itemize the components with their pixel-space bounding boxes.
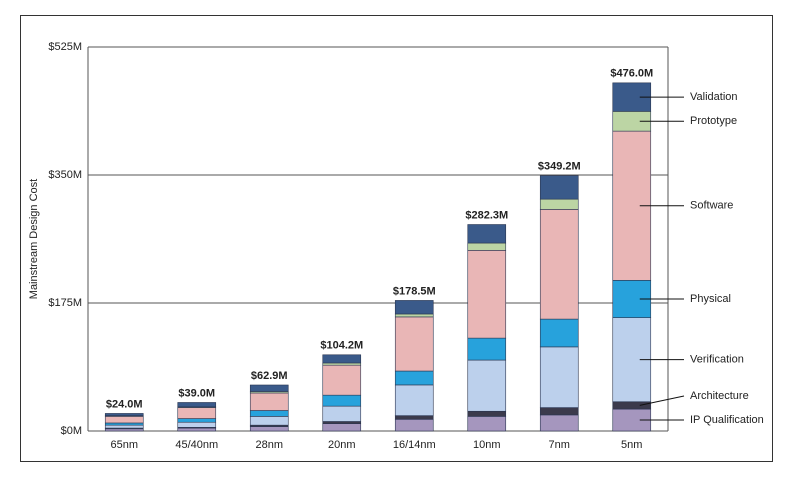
bar-segment <box>394 313 434 318</box>
total-label: $62.9M <box>251 370 288 382</box>
bar-segment <box>394 316 434 372</box>
bar-segment <box>539 198 579 210</box>
bar-segment <box>394 415 434 420</box>
bar-segment <box>467 359 507 412</box>
bar-segment <box>394 384 434 416</box>
bar-segment <box>322 364 362 396</box>
total-label: $39.0M <box>178 387 215 399</box>
total-label: $282.3M <box>465 209 508 221</box>
bar-segment <box>539 318 579 348</box>
y-tick-label: $0M <box>61 425 82 437</box>
bar-segment <box>322 394 362 407</box>
total-label: $24.0M <box>106 398 143 410</box>
bar-segment <box>104 416 144 424</box>
bar-segment <box>612 401 652 410</box>
bar-segment <box>104 422 144 426</box>
bar-segment <box>322 421 362 424</box>
legend-label: Architecture <box>690 390 749 402</box>
bar-segment <box>467 410 507 417</box>
x-tick-label: 7nm <box>549 439 570 451</box>
total-label: $104.2M <box>320 340 363 352</box>
x-tick-label: 5nm <box>621 439 642 451</box>
legend-label: Physical <box>690 293 731 305</box>
total-label: $178.5M <box>393 285 436 297</box>
bar-segment <box>177 418 217 423</box>
bar-segment <box>539 346 579 408</box>
frame <box>20 15 773 462</box>
bar-segment <box>249 410 289 417</box>
bar-segment <box>467 242 507 251</box>
bar-segment <box>467 224 507 244</box>
legend-label: Prototype <box>690 115 737 127</box>
bar-segment <box>322 362 362 366</box>
bar-segment <box>539 414 579 432</box>
bar-segment <box>177 421 217 428</box>
bar-segment <box>467 250 507 339</box>
x-tick-label: 10nm <box>473 439 501 451</box>
legend-label: Software <box>690 200 733 212</box>
bar-segment <box>322 405 362 422</box>
legend-label: Verification <box>690 354 744 366</box>
y-tick-label: $350M <box>48 169 82 181</box>
bar-segment <box>539 175 579 200</box>
x-tick-label: 45/40nm <box>175 439 218 451</box>
bar-segment <box>177 427 217 432</box>
bar-segment <box>467 337 507 361</box>
y-tick-label: $525M <box>48 41 82 53</box>
bar-segment <box>249 416 289 426</box>
bar-segment <box>249 426 289 432</box>
legend-label: Validation <box>690 91 738 103</box>
bar-segment <box>104 428 144 432</box>
bar-segment <box>177 402 217 408</box>
bar-segment <box>322 423 362 432</box>
bar-segment <box>539 209 579 320</box>
bar-segment <box>394 300 434 315</box>
bar-segment <box>249 384 289 392</box>
bar-segment <box>394 418 434 432</box>
bar-segment <box>249 392 289 411</box>
bar-segment <box>467 416 507 432</box>
bar-segment <box>104 413 144 416</box>
legend-leader <box>639 395 685 406</box>
y-tick-label: $175M <box>48 297 82 309</box>
bar-segment <box>104 424 144 429</box>
bar-segment <box>394 370 434 386</box>
x-tick-label: 65nm <box>110 439 138 451</box>
total-label: $349.2M <box>538 160 581 172</box>
bar-segment <box>322 354 362 364</box>
y-axis-label: Mainstream Design Cost <box>28 179 40 299</box>
x-tick-label: 16/14nm <box>393 439 436 451</box>
legend-label: IP Qualification <box>690 414 764 426</box>
x-tick-label: 20nm <box>328 439 356 451</box>
bar-segment <box>539 407 579 416</box>
total-label: $476.0M <box>610 68 653 80</box>
bar-segment <box>177 407 217 419</box>
x-tick-label: 28nm <box>255 439 283 451</box>
